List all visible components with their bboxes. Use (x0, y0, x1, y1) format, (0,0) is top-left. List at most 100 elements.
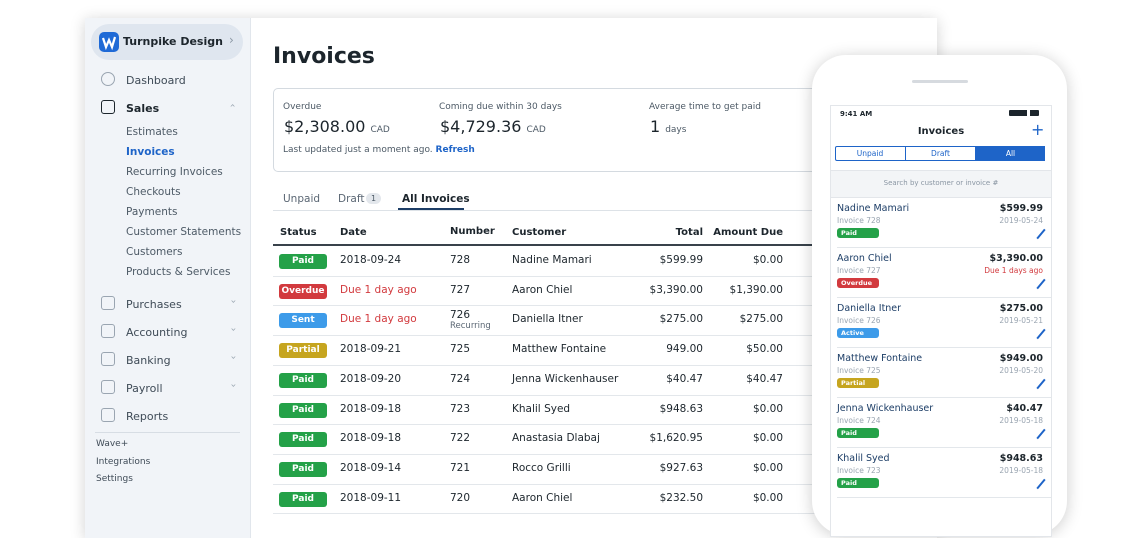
status-badge: Paid (837, 478, 879, 488)
nav-item[interactable]: Sales (126, 102, 160, 115)
segment[interactable]: Draft (905, 146, 975, 161)
tab-line (273, 210, 833, 211)
item-name[interactable]: Aaron Chiel (837, 253, 892, 264)
segment[interactable]: All (975, 146, 1045, 161)
nav-icon (101, 380, 115, 394)
nav-subitem[interactable]: Products & Services (126, 266, 231, 278)
footer-link[interactable]: Settings (96, 474, 133, 484)
row-line (273, 453, 833, 455)
tab[interactable]: All Invoices (402, 193, 470, 205)
app-window: Turnpike Design › Dashboard Sales › Estimat… (85, 18, 937, 538)
row-line (273, 305, 833, 307)
column-header[interactable]: Total (675, 227, 703, 238)
search-placeholder: Search by customer or invoice # (883, 179, 999, 187)
add-button[interactable]: + (1031, 120, 1045, 139)
summary-unit: CAD (370, 125, 390, 135)
refresh-link[interactable]: Refresh (435, 145, 475, 155)
segment[interactable]: Unpaid (856, 149, 884, 158)
nav-subitem[interactable]: Estimates (126, 126, 178, 138)
summary-label: Coming due within 30 days (439, 102, 562, 112)
tab-count: 1 (366, 193, 382, 204)
column-header[interactable]: Status (280, 227, 317, 238)
updated: Last updated just a moment ago. (283, 145, 433, 155)
summary-amount: $2,308.00 CAD (284, 117, 390, 136)
edit-icon[interactable] (1036, 328, 1046, 340)
status-badge: Active (837, 328, 879, 338)
column-header[interactable]: Date (340, 227, 367, 238)
item-name[interactable]: Khalil Syed (837, 453, 890, 464)
cell-customer: Daniella Itner (512, 313, 583, 326)
cell-total: $927.63 (659, 461, 703, 474)
cell-number: 725 (450, 343, 471, 356)
cell-date: 2018-09-18 (340, 402, 402, 415)
row-line (273, 394, 833, 396)
cell-date: Due 1 day ago (340, 313, 417, 326)
item-amount: $40.47 (1006, 403, 1043, 414)
status-badge: Paid (837, 228, 879, 238)
cell-number: 724 (450, 372, 471, 385)
cell-due: $40.47 (746, 372, 783, 385)
item-amount: $3,390.00 (989, 253, 1044, 264)
status-badge: Sent (279, 313, 327, 329)
nav-item[interactable]: Dashboard (126, 74, 186, 87)
nav-item[interactable]: Banking (126, 354, 171, 367)
footer-link[interactable]: Integrations (96, 456, 151, 467)
cell-customer: Jenna Wickenhauser (512, 372, 619, 385)
nav-subitem[interactable]: Customers (126, 246, 183, 258)
cell-due: $1,390.00 (729, 283, 783, 296)
nav-subitem[interactable]: Checkouts (126, 186, 181, 198)
page: Turnpike Design › Dashboard Sales › Estimat… (85, 18, 1052, 538)
cell-due: $0.00 (752, 491, 783, 504)
item-date: 2019-05-18 (999, 466, 1043, 475)
column-header[interactable]: Number (450, 226, 495, 237)
nav-item[interactable]: Reports (126, 410, 169, 423)
item-name[interactable]: Jenna Wickenhauser (837, 403, 934, 414)
edit-icon[interactable] (1036, 228, 1046, 240)
column-header[interactable]: Customer (512, 227, 567, 238)
cell-number: 723 (450, 402, 471, 415)
cell-total: $1,620.95 (649, 432, 703, 445)
item-name[interactable]: Nadine Mamari (837, 203, 910, 214)
search-bar[interactable]: Search by customer or invoice # (831, 170, 1051, 198)
edit-icon[interactable] (1036, 378, 1046, 390)
phone-screen: 9:41 AM Invoices + Search by customer or… (830, 105, 1052, 537)
item-amount: $949.00 (999, 353, 1043, 364)
item-invoice: Invoice 723 (837, 466, 881, 475)
summary-amount: $4,729.36 CAD (440, 117, 546, 136)
nav-item[interactable]: Payroll (126, 382, 163, 395)
edit-icon[interactable] (1036, 478, 1046, 490)
nav-item[interactable]: Purchases (126, 298, 182, 311)
item-name[interactable]: Daniella Itner (837, 303, 902, 314)
tab[interactable]: Unpaid (283, 193, 321, 205)
cell-customer: Nadine Mamari (512, 254, 592, 266)
cell-date: Due 1 day ago (340, 283, 417, 296)
item-name[interactable]: Matthew Fontaine (837, 353, 923, 364)
status-badge: Paid (279, 402, 327, 418)
business-switcher[interactable]: Turnpike Design › (91, 24, 243, 60)
cell-total: $232.50 (659, 491, 703, 504)
nav-subitem[interactable]: Payments (126, 206, 178, 218)
edit-icon[interactable] (1036, 278, 1046, 290)
item-date: 2019-05-24 (999, 216, 1043, 225)
status-badge: Partial (837, 378, 879, 388)
cell-date: 2018-09-11 (340, 491, 402, 504)
status-time: 9:41 AM (840, 110, 873, 118)
logo (99, 32, 119, 52)
invoice-number: 726 (450, 309, 471, 322)
footer-link[interactable]: Wave+ (96, 439, 129, 449)
edit-icon[interactable] (1036, 428, 1046, 440)
nav-icon (101, 324, 115, 338)
status-badge: Paid (279, 432, 327, 448)
nav-icon (101, 408, 115, 422)
nav-subitem[interactable]: Customer Statements (126, 226, 242, 238)
nav-item[interactable]: Accounting (126, 326, 188, 339)
cell-number: 720 (450, 491, 471, 504)
cell-total: $40.47 (666, 372, 703, 385)
column-header[interactable]: Amount Due (713, 227, 783, 238)
tab[interactable]: Draft (338, 193, 365, 205)
nav-subitem[interactable]: Recurring Invoices (126, 166, 223, 178)
nav-icon (101, 72, 115, 86)
nav-subitem[interactable]: Invoices (126, 146, 175, 158)
item-divider (837, 447, 1051, 448)
summary-label: Average time to get paid (649, 102, 761, 112)
